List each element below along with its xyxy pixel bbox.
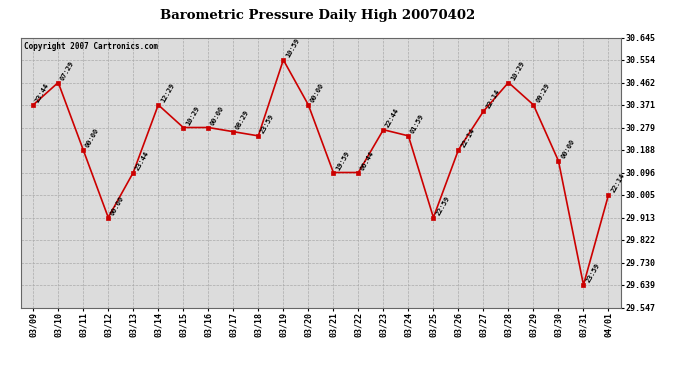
Text: 22:14: 22:14 <box>460 127 475 148</box>
Text: 00:00: 00:00 <box>85 127 101 148</box>
Text: 12:29: 12:29 <box>159 82 175 104</box>
Text: 07:29: 07:29 <box>59 60 75 81</box>
Text: Barometric Pressure Daily High 20070402: Barometric Pressure Daily High 20070402 <box>160 9 475 22</box>
Text: 00:00: 00:00 <box>210 105 226 126</box>
Text: 22:14: 22:14 <box>610 172 626 194</box>
Text: 00:00: 00:00 <box>560 138 575 159</box>
Text: 10:59: 10:59 <box>285 37 301 58</box>
Text: 08:29: 08:29 <box>235 109 250 130</box>
Text: 00:00: 00:00 <box>310 82 326 104</box>
Text: 22:14: 22:14 <box>485 88 501 110</box>
Text: 23:44: 23:44 <box>135 150 150 171</box>
Text: 22:44: 22:44 <box>385 107 401 128</box>
Text: 23:44: 23:44 <box>34 82 50 104</box>
Text: 23:59: 23:59 <box>259 113 275 135</box>
Text: 22:59: 22:59 <box>435 195 451 216</box>
Text: 06:44: 06:44 <box>359 150 375 171</box>
Text: 23:59: 23:59 <box>585 262 601 284</box>
Text: 01:59: 01:59 <box>410 113 426 135</box>
Text: 10:29: 10:29 <box>510 60 526 81</box>
Text: 09:29: 09:29 <box>535 82 551 104</box>
Text: Copyright 2007 Cartronics.com: Copyright 2007 Cartronics.com <box>23 42 158 51</box>
Text: 19:59: 19:59 <box>335 150 351 171</box>
Text: 00:00: 00:00 <box>110 195 126 216</box>
Text: 10:29: 10:29 <box>185 105 201 126</box>
